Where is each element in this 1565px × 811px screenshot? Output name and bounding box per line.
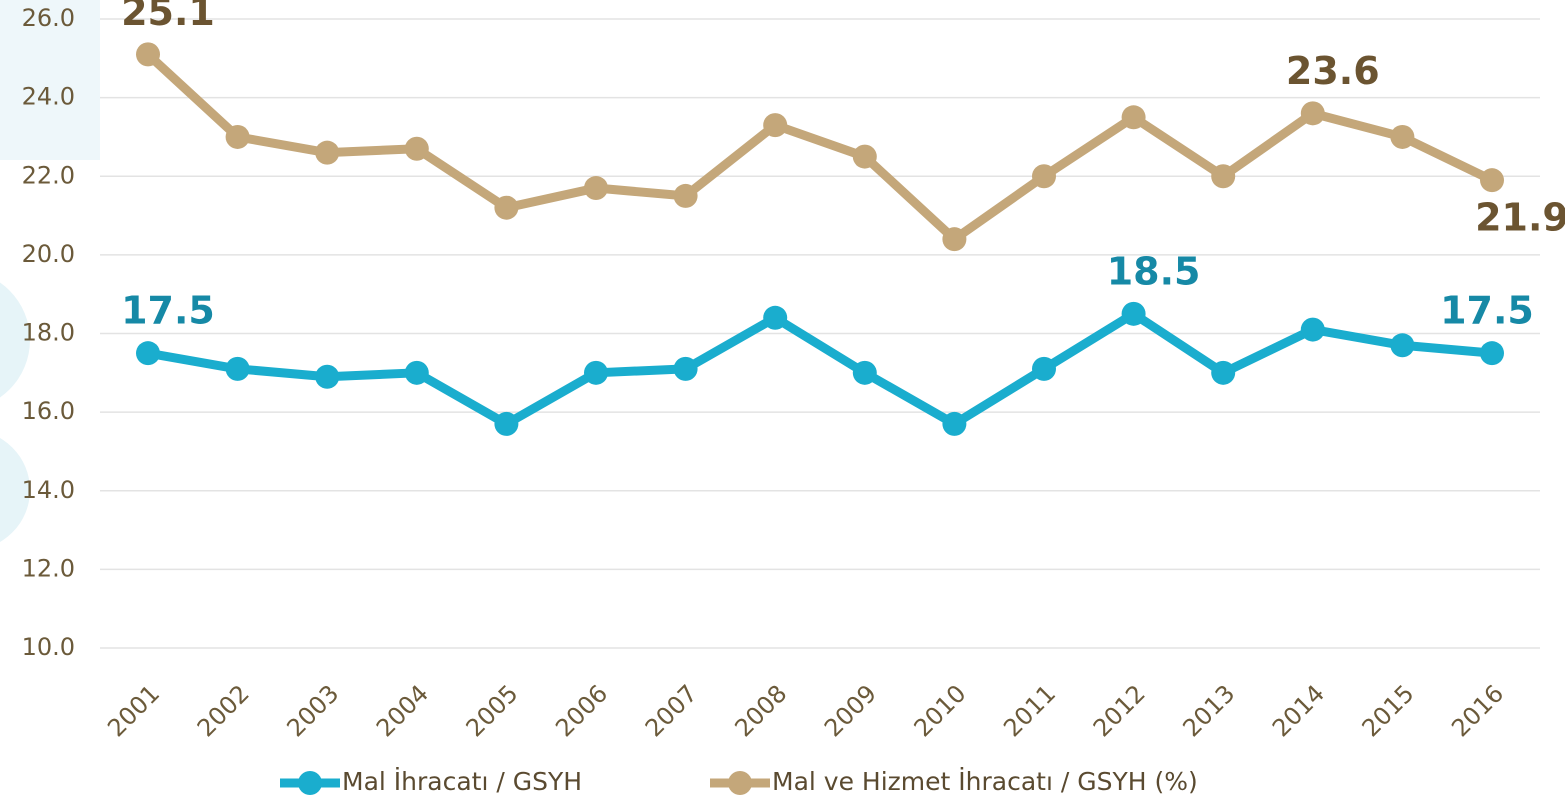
y-tick-label: 18.0 (22, 319, 75, 347)
point (584, 361, 608, 385)
point (226, 357, 250, 381)
y-tick-label: 14.0 (22, 476, 75, 504)
point (674, 184, 698, 208)
data-label: 23.6 (1286, 49, 1380, 93)
point (1390, 333, 1414, 357)
chart: 10.0 12.0 14.0 16.0 18.0 20.0 22.0 24.0 26.0 2001… (0, 0, 1565, 811)
point (1390, 125, 1414, 149)
point (674, 357, 698, 381)
point (1032, 164, 1056, 188)
point (942, 412, 966, 436)
x-tick-label: 2003 (281, 679, 344, 742)
y-tick-label: 26.0 (22, 4, 75, 32)
x-tick-label: 2006 (550, 679, 613, 742)
y-tick-label: 20.0 (22, 240, 75, 268)
x-tick-label: 2016 (1446, 679, 1509, 742)
x-tick-label: 2005 (461, 679, 524, 742)
point (1301, 318, 1325, 342)
x-tick-label: 2010 (909, 679, 972, 742)
point (584, 176, 608, 200)
data-label: 17.5 (121, 289, 215, 333)
data-label: 18.5 (1107, 249, 1201, 293)
x-tick-label: 2001 (102, 679, 165, 742)
point (136, 42, 160, 66)
x-tick-label: 2009 (819, 679, 882, 742)
y-tick-label: 10.0 (22, 633, 75, 661)
point (494, 412, 518, 436)
point (405, 361, 429, 385)
point (942, 227, 966, 251)
point (1480, 168, 1504, 192)
x-tick-label: 2011 (998, 679, 1061, 742)
y-tick-label: 22.0 (22, 161, 75, 189)
point (1032, 357, 1056, 381)
point (136, 341, 160, 365)
point (226, 125, 250, 149)
point (1122, 105, 1146, 129)
point (1122, 302, 1146, 326)
data-label: 21.9 (1475, 196, 1565, 240)
x-tick-label: 2002 (192, 679, 255, 742)
point (1480, 341, 1504, 365)
x-tick-label: 2007 (640, 679, 703, 742)
y-tick-label: 12.0 (22, 554, 75, 582)
x-tick-label: 2012 (1088, 679, 1151, 742)
x-tick-label: 2015 (1357, 679, 1420, 742)
legend-marker (728, 771, 752, 795)
legend-marker (298, 771, 322, 795)
x-tick-label: 2008 (729, 679, 792, 742)
point (763, 113, 787, 137)
point (405, 137, 429, 161)
point (1301, 101, 1325, 125)
y-tick-label: 24.0 (22, 83, 75, 111)
point (315, 365, 339, 389)
point (315, 141, 339, 165)
data-label: 25.1 (121, 0, 215, 34)
point (494, 196, 518, 220)
x-tick-label: 2004 (371, 679, 434, 742)
legend-label: Mal İhracatı / GSYH (342, 767, 582, 796)
series-line (148, 314, 1492, 424)
point (853, 145, 877, 169)
point (853, 361, 877, 385)
x-tick-label: 2013 (1177, 679, 1240, 742)
point (763, 306, 787, 330)
legend-label: Mal ve Hizmet İhracatı / GSYH (%) (772, 767, 1198, 796)
x-tick-label: 2014 (1267, 679, 1330, 742)
point (1211, 164, 1235, 188)
point (1211, 361, 1235, 385)
y-tick-label: 16.0 (22, 397, 75, 425)
data-label: 17.5 (1440, 289, 1534, 333)
